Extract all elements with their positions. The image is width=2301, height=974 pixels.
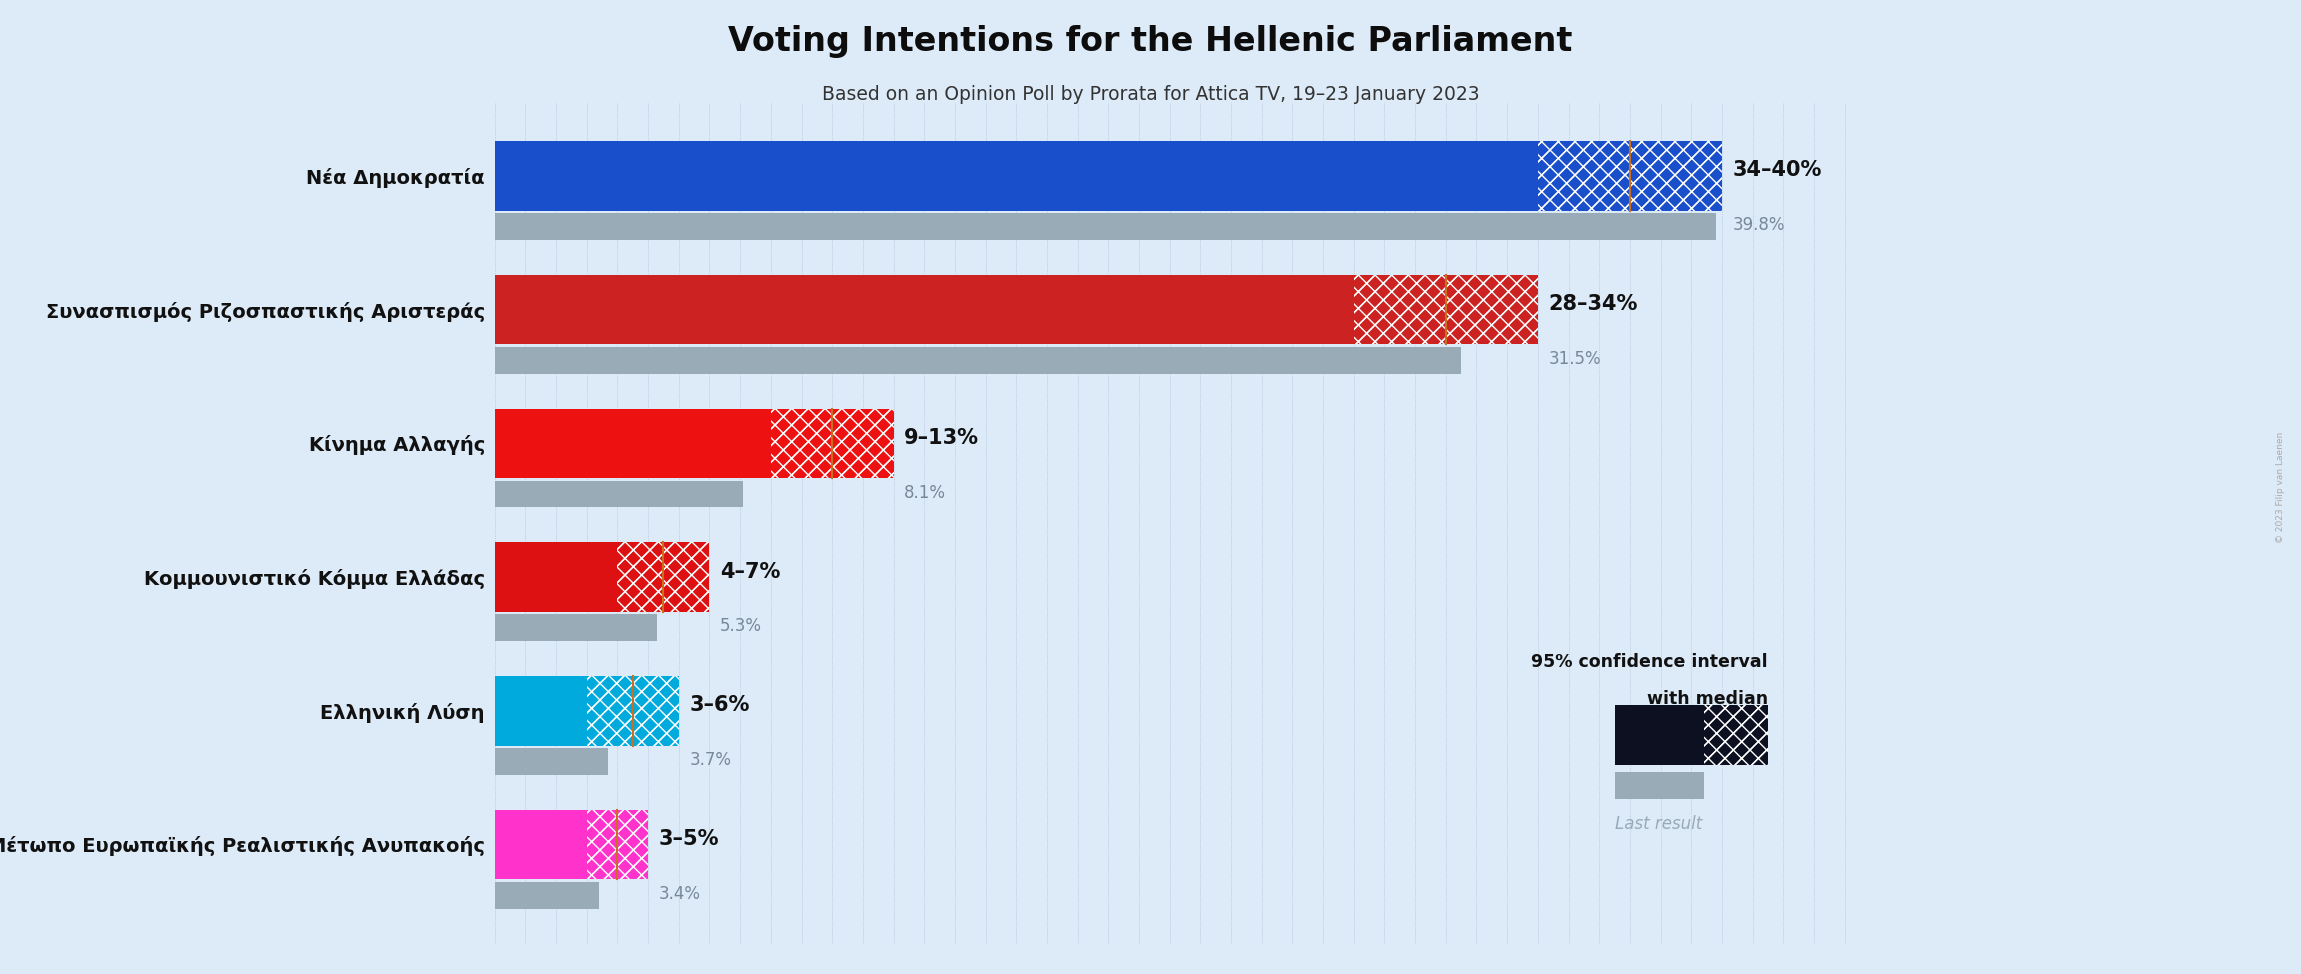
- Bar: [1703, 705, 1767, 765]
- Text: 3.7%: 3.7%: [690, 751, 732, 769]
- Text: 31.5%: 31.5%: [1549, 350, 1601, 368]
- Bar: [617, 543, 709, 612]
- Text: 8.1%: 8.1%: [904, 484, 946, 502]
- Bar: [495, 615, 658, 641]
- Bar: [495, 881, 598, 909]
- Bar: [587, 676, 679, 745]
- Bar: [617, 543, 709, 612]
- Bar: [771, 408, 893, 478]
- Text: 5.3%: 5.3%: [720, 618, 762, 635]
- Text: 95% confidence interval: 95% confidence interval: [1530, 653, 1767, 671]
- Text: 4–7%: 4–7%: [720, 562, 780, 581]
- Bar: [495, 481, 743, 507]
- Bar: [495, 141, 1537, 210]
- Bar: [495, 213, 1717, 240]
- Bar: [495, 748, 607, 775]
- Bar: [495, 275, 1353, 345]
- Text: 39.8%: 39.8%: [1733, 216, 1786, 235]
- Text: Voting Intentions for the Hellenic Parliament: Voting Intentions for the Hellenic Parli…: [729, 25, 1572, 58]
- Bar: [1615, 705, 1703, 765]
- Text: 3.4%: 3.4%: [658, 885, 702, 903]
- Bar: [495, 676, 587, 745]
- Bar: [587, 809, 649, 880]
- Bar: [1615, 772, 1703, 799]
- Bar: [1353, 275, 1537, 345]
- Bar: [587, 809, 649, 880]
- Text: 34–40%: 34–40%: [1733, 161, 1822, 180]
- Bar: [1537, 141, 1721, 210]
- Text: 3–5%: 3–5%: [658, 829, 720, 849]
- Bar: [1703, 705, 1767, 765]
- Bar: [1537, 141, 1721, 210]
- Text: Based on an Opinion Poll by Prorata for Attica TV, 19–23 January 2023: Based on an Opinion Poll by Prorata for …: [821, 85, 1480, 104]
- Text: © 2023 Filip van Laenen: © 2023 Filip van Laenen: [2276, 431, 2285, 543]
- Text: with median: with median: [1648, 690, 1767, 708]
- Bar: [495, 347, 1461, 374]
- Bar: [495, 809, 587, 880]
- Bar: [495, 543, 617, 612]
- Bar: [587, 676, 679, 745]
- Text: 9–13%: 9–13%: [904, 428, 980, 448]
- Text: 3–6%: 3–6%: [690, 695, 750, 715]
- Text: 28–34%: 28–34%: [1549, 294, 1638, 315]
- Bar: [495, 408, 771, 478]
- Bar: [771, 408, 893, 478]
- Text: Last result: Last result: [1615, 815, 1703, 833]
- Bar: [1353, 275, 1537, 345]
